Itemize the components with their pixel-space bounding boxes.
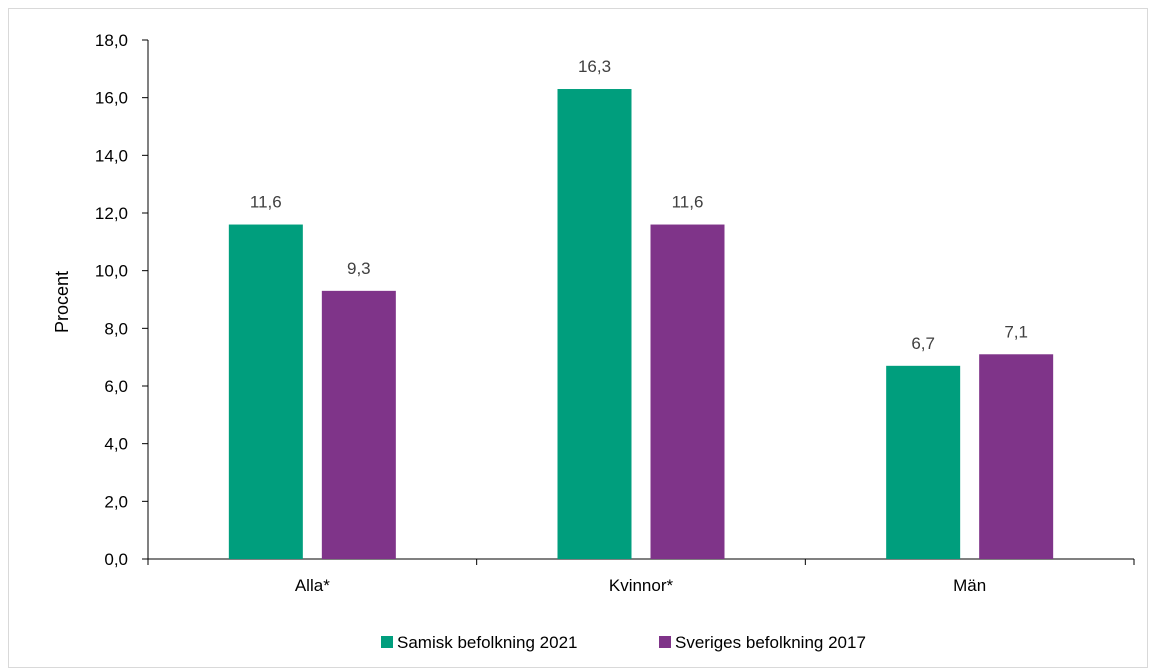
data-label: 16,3 <box>578 57 611 76</box>
data-label: 6,7 <box>911 334 935 353</box>
x-tick-label: Män <box>953 576 986 595</box>
y-tick-label: 4,0 <box>104 435 128 454</box>
x-tick-label: Kvinnor* <box>609 576 674 595</box>
bar <box>886 365 961 559</box>
legend-label: Sveriges befolkning 2017 <box>675 633 866 652</box>
legend-swatch <box>659 636 671 648</box>
legend-label: Samisk befolkning 2021 <box>397 633 578 652</box>
y-tick-label: 8,0 <box>104 319 128 338</box>
legend-swatch <box>381 636 393 648</box>
y-tick-label: 12,0 <box>95 204 128 223</box>
y-tick-label: 14,0 <box>95 146 128 165</box>
y-tick-label: 6,0 <box>104 377 128 396</box>
y-tick-label: 2,0 <box>104 492 128 511</box>
bar <box>650 224 725 560</box>
bar <box>557 89 632 560</box>
data-label: 11,6 <box>250 193 282 212</box>
y-axis-label: Procent <box>52 271 72 333</box>
x-tick-label: Alla* <box>295 576 330 595</box>
data-label: 9,3 <box>347 259 371 278</box>
y-tick-label: 16,0 <box>95 89 128 108</box>
bar <box>228 224 303 560</box>
y-tick-label: 10,0 <box>95 262 128 281</box>
data-label: 7,1 <box>1004 322 1028 341</box>
y-tick-label: 0,0 <box>104 550 128 569</box>
bar <box>321 290 396 559</box>
y-tick-label: 18,0 <box>95 31 128 50</box>
bar <box>979 354 1054 559</box>
data-label: 11,6 <box>672 193 704 212</box>
